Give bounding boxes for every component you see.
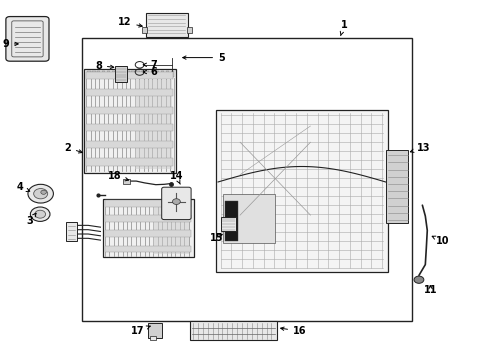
Bar (105, 200, 191, 207)
Bar (112, 71, 115, 77)
Bar (136, 71, 140, 77)
Text: 9: 9 (2, 39, 18, 49)
FancyBboxPatch shape (6, 17, 49, 61)
Text: 7: 7 (143, 60, 157, 70)
Bar (161, 71, 164, 77)
Bar (146, 71, 149, 77)
Bar (97, 71, 100, 77)
Bar (187, 27, 192, 33)
Bar (221, 217, 236, 231)
Text: 16: 16 (281, 326, 307, 336)
Bar (105, 230, 191, 237)
Text: 10: 10 (432, 236, 450, 246)
Bar (117, 71, 120, 77)
Bar (123, 179, 130, 184)
Bar (86, 72, 173, 79)
Bar (171, 71, 174, 77)
Bar (131, 71, 135, 77)
Bar (103, 199, 194, 257)
Text: 1: 1 (340, 20, 347, 36)
Text: 15: 15 (209, 233, 223, 243)
Text: 5: 5 (183, 53, 225, 63)
Bar (66, 222, 77, 241)
Bar (107, 71, 110, 77)
Bar (225, 201, 238, 241)
Bar (84, 69, 176, 173)
Bar (223, 194, 275, 243)
Bar (386, 150, 408, 223)
Bar (122, 71, 125, 77)
FancyBboxPatch shape (162, 187, 191, 220)
Bar (148, 323, 162, 338)
Circle shape (34, 189, 48, 199)
Bar (216, 110, 388, 272)
Bar (166, 71, 169, 77)
Bar (151, 71, 154, 77)
Text: 12: 12 (118, 17, 142, 27)
Bar (150, 336, 156, 340)
Text: 18: 18 (108, 171, 128, 181)
Bar (102, 71, 105, 77)
Circle shape (172, 199, 180, 204)
Bar (135, 80, 172, 169)
Bar (86, 124, 173, 131)
Bar (156, 71, 159, 77)
Text: 4: 4 (16, 182, 30, 192)
Text: 14: 14 (170, 171, 183, 184)
Bar (141, 71, 145, 77)
Text: 8: 8 (95, 60, 114, 71)
Text: 6: 6 (143, 67, 157, 77)
Bar (142, 27, 147, 33)
Bar (146, 13, 188, 37)
Bar (87, 71, 91, 77)
Text: 11: 11 (424, 285, 438, 295)
Bar (82, 38, 412, 321)
Bar (126, 71, 130, 77)
Text: 13: 13 (410, 143, 430, 153)
Text: 2: 2 (64, 143, 82, 153)
Circle shape (41, 190, 47, 194)
Circle shape (35, 210, 46, 218)
Bar (86, 89, 173, 96)
Circle shape (28, 184, 53, 203)
Text: 3: 3 (26, 213, 36, 226)
Bar (86, 158, 173, 166)
Bar (105, 215, 191, 222)
Circle shape (30, 207, 50, 221)
Bar (92, 71, 96, 77)
Bar (190, 321, 277, 340)
Bar (86, 107, 173, 114)
Bar (153, 203, 189, 254)
Text: 17: 17 (131, 326, 150, 336)
Bar (115, 66, 127, 82)
Bar (105, 246, 191, 252)
Circle shape (414, 276, 424, 283)
Bar (86, 141, 173, 148)
